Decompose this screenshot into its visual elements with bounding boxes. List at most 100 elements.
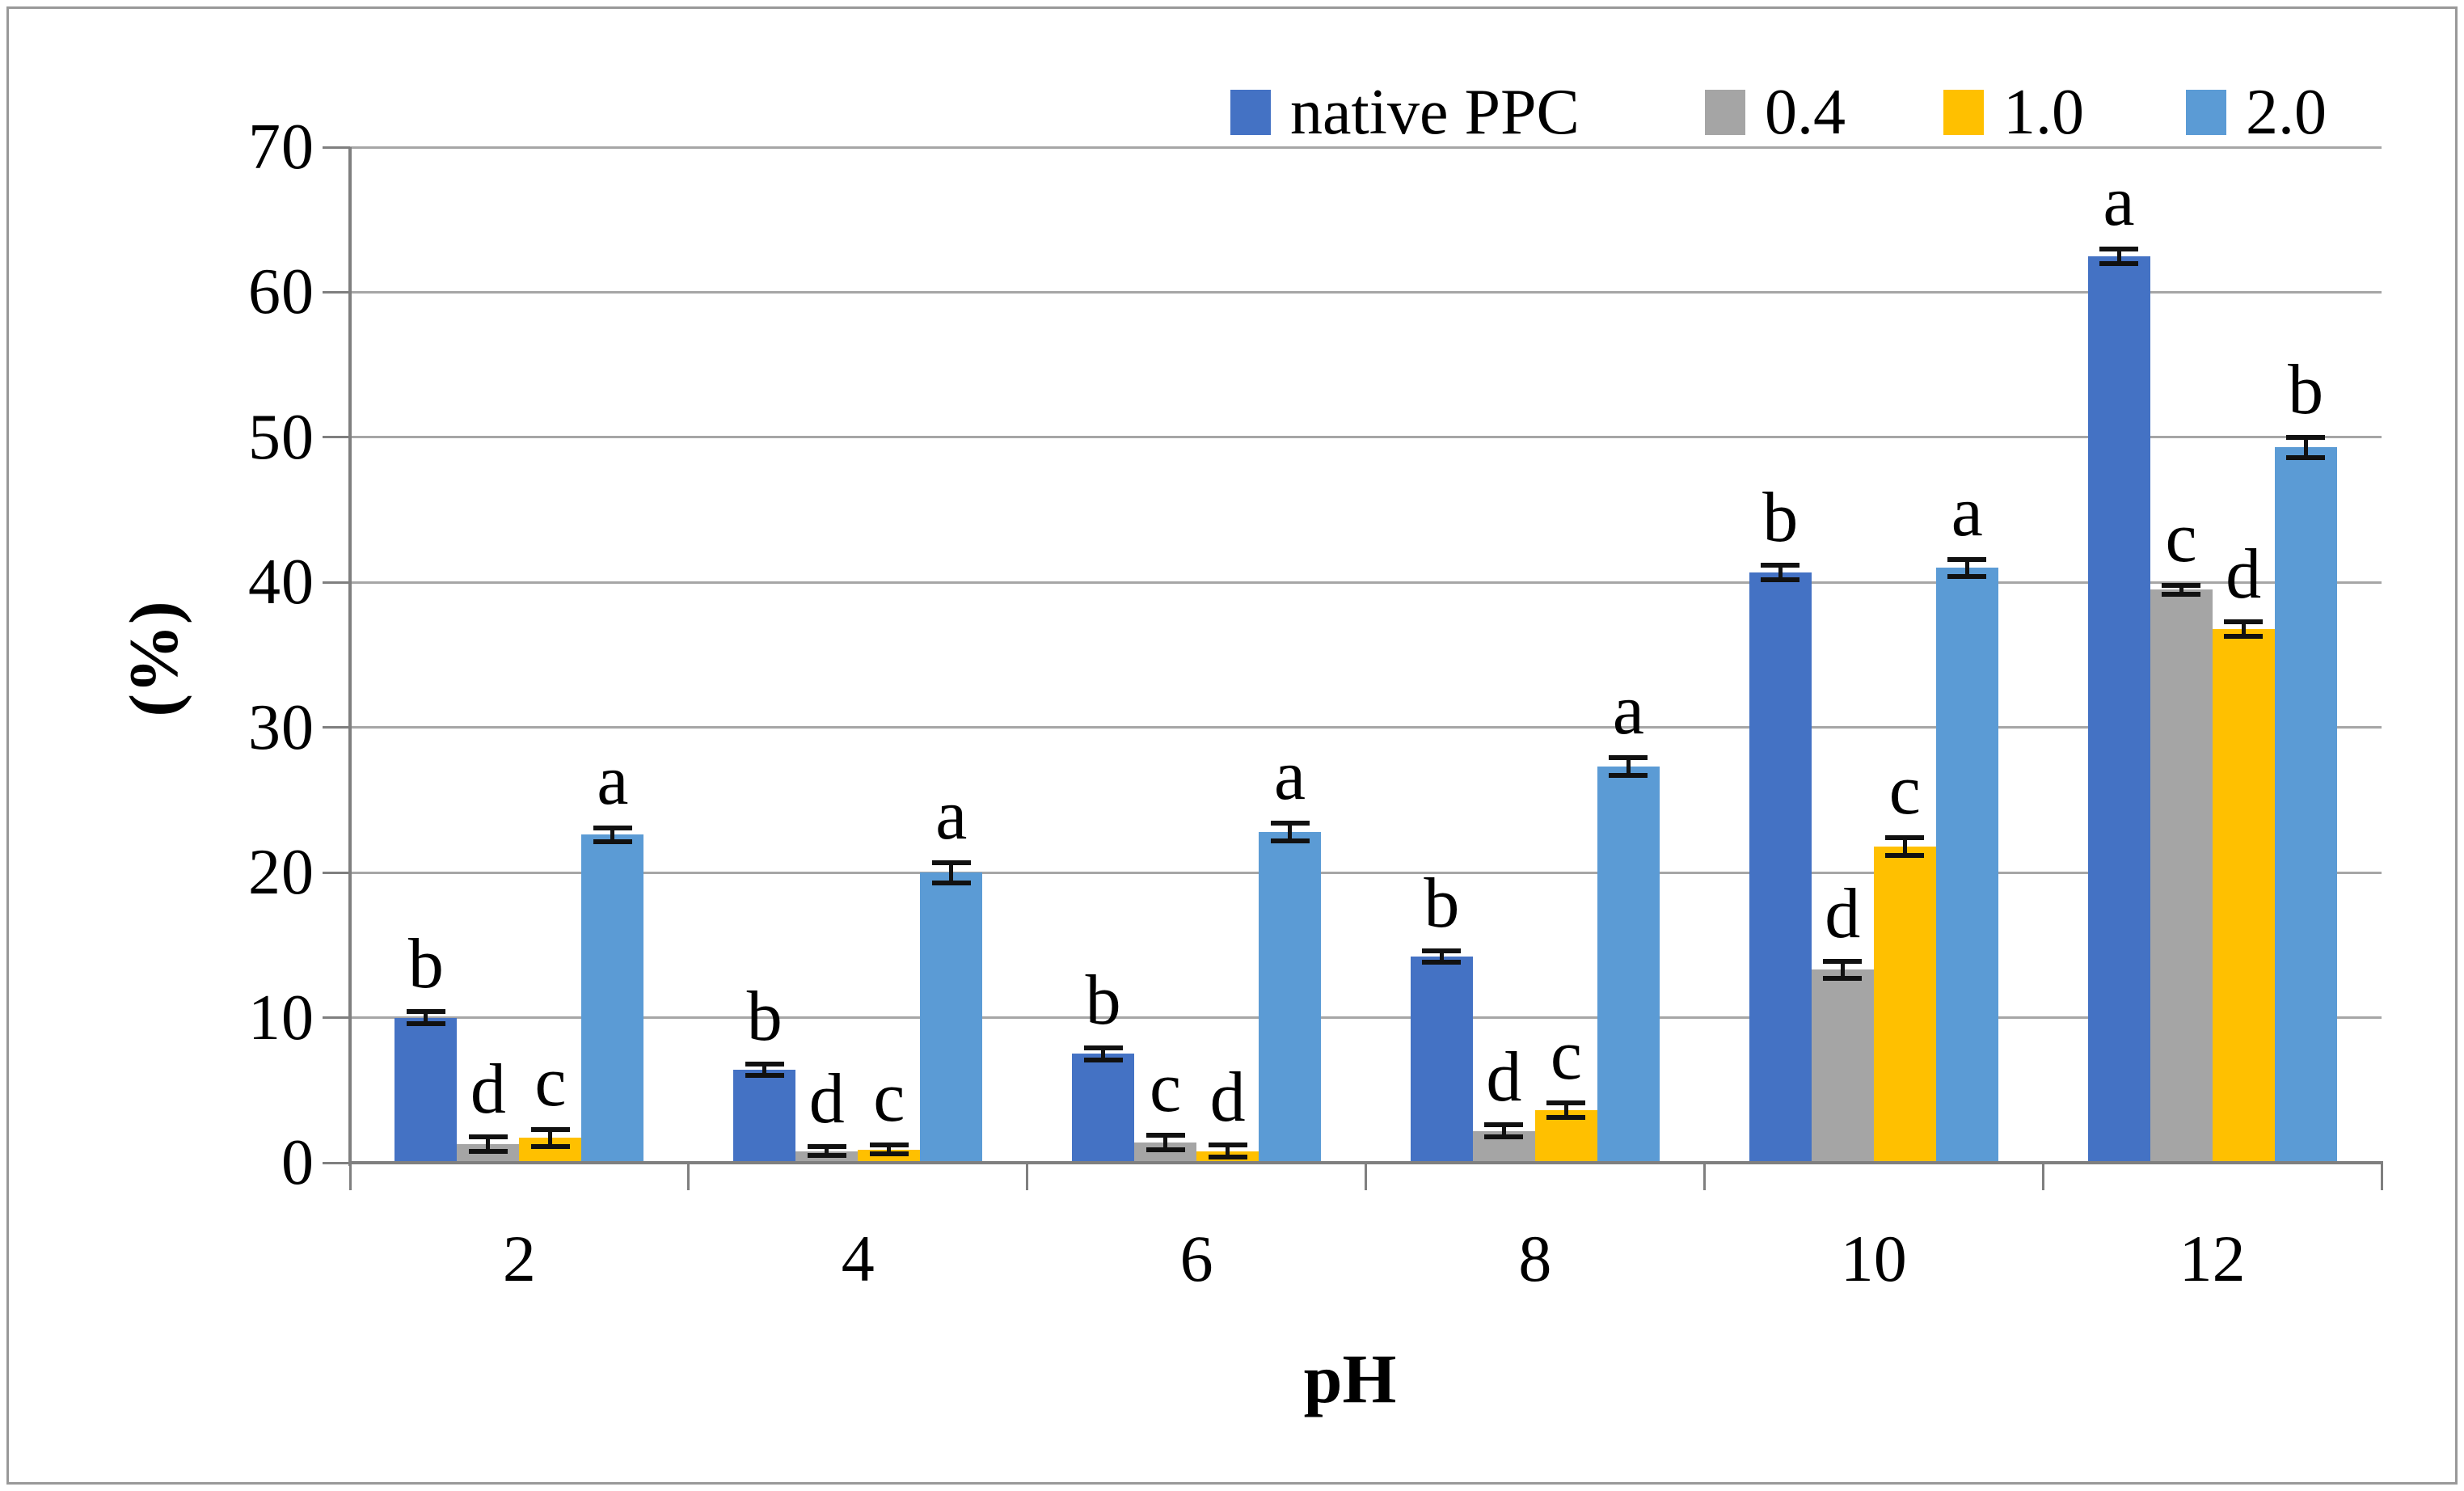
error-bar-cap-bottom — [1823, 976, 1863, 982]
significance-letter-c: c — [1550, 1016, 1582, 1096]
x-axis-tick-2 — [1026, 1163, 1029, 1190]
x-category-label-4: 4 — [841, 1222, 875, 1295]
x-category-label-6: 6 — [1179, 1222, 1213, 1295]
significance-letter-d: d — [2226, 534, 2262, 614]
bar-native-PPC-pH2 — [394, 1017, 458, 1163]
y-tick-label-70: 70 — [248, 112, 314, 183]
y-tick-label-10: 10 — [248, 982, 314, 1054]
significance-letter-a: a — [2103, 162, 2135, 241]
significance-letter-c: c — [1888, 751, 1921, 830]
error-bar-cap-top — [406, 1009, 445, 1015]
bar-0.4-pH12 — [2150, 589, 2213, 1163]
significance-letter-b: b — [1085, 961, 1121, 1041]
y-axis-tick-60 — [323, 290, 350, 294]
gridline-y-40 — [350, 581, 2382, 584]
y-tick-label-60: 60 — [248, 256, 314, 328]
bar-2.0-pH2 — [581, 834, 644, 1163]
error-bar-cap-top — [1146, 1132, 1185, 1138]
legend-label: 0.4 — [1765, 77, 1846, 148]
bar-2.0-pH8 — [1597, 767, 1660, 1163]
error-bar-line — [1501, 1125, 1506, 1137]
error-bar-cap-top — [1546, 1100, 1586, 1106]
significance-letter-c: c — [1150, 1048, 1182, 1127]
error-bar-cap-bottom — [406, 1020, 445, 1026]
bar-2.0-pH6 — [1259, 831, 1322, 1163]
error-bar-cap-top — [1270, 821, 1310, 826]
x-axis-tick-4 — [1702, 1163, 1706, 1190]
error-bar-cap-bottom — [745, 1073, 784, 1079]
error-bar-line — [825, 1147, 829, 1156]
gridline-y-20 — [350, 871, 2382, 874]
x-axis-tick-0 — [348, 1163, 352, 1190]
error-bar-cap-bottom — [1146, 1147, 1185, 1152]
bar-1.0-pH12 — [2212, 628, 2275, 1163]
bar-native-PPC-pH8 — [1410, 957, 1473, 1163]
legend-label: 1.0 — [2003, 77, 2084, 148]
error-bar-cap-top — [530, 1126, 570, 1132]
error-bar-cap-bottom — [1484, 1134, 1524, 1139]
error-bar-line — [949, 862, 954, 883]
x-category-label-10: 10 — [1840, 1222, 1907, 1295]
x-axis-title: pH — [1303, 1340, 1397, 1417]
error-bar-line — [2241, 621, 2246, 636]
legend-item-2.0: 2.0 — [2186, 78, 2327, 147]
error-bar-line — [1101, 1048, 1106, 1060]
bar-2.0-pH10 — [1935, 568, 1998, 1163]
significance-letter-d: d — [1825, 874, 1861, 953]
error-bar-cap-bottom — [2224, 633, 2264, 639]
gridline-y-30 — [350, 726, 2382, 729]
significance-letter-d: d — [808, 1060, 845, 1139]
error-bar-cap-bottom — [1947, 574, 1987, 580]
y-axis-tick-30 — [323, 726, 350, 729]
bar-2.0-pH4 — [920, 872, 983, 1163]
error-bar-line — [1439, 951, 1444, 963]
figure-border — [6, 6, 2458, 1485]
error-bar-line — [1163, 1134, 1168, 1150]
significance-letter-b: b — [1762, 478, 1799, 557]
error-bar-line — [1902, 838, 1907, 855]
significance-letter-c: c — [2165, 498, 2197, 577]
error-bar-line — [1288, 823, 1293, 841]
bar-native-PPC-pH10 — [1749, 572, 1812, 1163]
error-bar-cap-bottom — [1761, 577, 1800, 582]
error-bar-cap-top — [807, 1144, 846, 1150]
error-bar-line — [887, 1145, 892, 1155]
error-bar-line — [1840, 961, 1845, 979]
legend-label: native PPC — [1290, 77, 1580, 148]
error-bar-cap-bottom — [931, 880, 971, 885]
error-bar-cap-bottom — [1083, 1057, 1123, 1062]
legend-swatch-icon — [1943, 90, 1984, 135]
bar-native-PPC-pH6 — [1072, 1054, 1135, 1163]
error-bar-line — [1563, 1103, 1568, 1118]
x-category-label-2: 2 — [502, 1222, 536, 1295]
gridline-y-60 — [350, 290, 2382, 294]
x-axis-tick-6 — [2380, 1163, 2383, 1190]
error-bar-line — [762, 1063, 767, 1076]
significance-letter-a: a — [1951, 472, 1983, 551]
y-axis-tick-70 — [323, 146, 350, 149]
legend-swatch-icon — [1705, 90, 1745, 135]
significance-letter-a: a — [1274, 737, 1306, 816]
significance-letter-d: d — [1486, 1038, 1522, 1117]
error-bar-cap-bottom — [2286, 454, 2326, 460]
legend-swatch-icon — [2186, 90, 2226, 135]
x-category-label-8: 8 — [1518, 1222, 1552, 1295]
error-bar-cap-bottom — [530, 1144, 570, 1150]
x-axis-tick-3 — [1365, 1163, 1367, 1190]
error-bar-cap-bottom — [1546, 1115, 1586, 1121]
significance-letter-a: a — [935, 775, 968, 855]
error-bar-cap-top — [468, 1134, 508, 1139]
error-bar-cap-top — [2224, 619, 2264, 624]
error-bar-cap-top — [869, 1143, 909, 1148]
y-tick-label-40: 40 — [248, 547, 314, 619]
y-tick-label-30: 30 — [248, 691, 314, 763]
error-bar-line — [2116, 248, 2121, 264]
y-axis-line — [348, 147, 352, 1166]
bar-1.0-pH10 — [1873, 846, 1936, 1163]
y-tick-label-50: 50 — [248, 401, 314, 473]
error-bar-line — [548, 1129, 553, 1147]
error-bar-line — [486, 1136, 491, 1151]
x-axis-tick-5 — [2041, 1163, 2044, 1190]
chart-legend: native PPC 0.4 1.0 2.0 — [0, 0, 2464, 162]
